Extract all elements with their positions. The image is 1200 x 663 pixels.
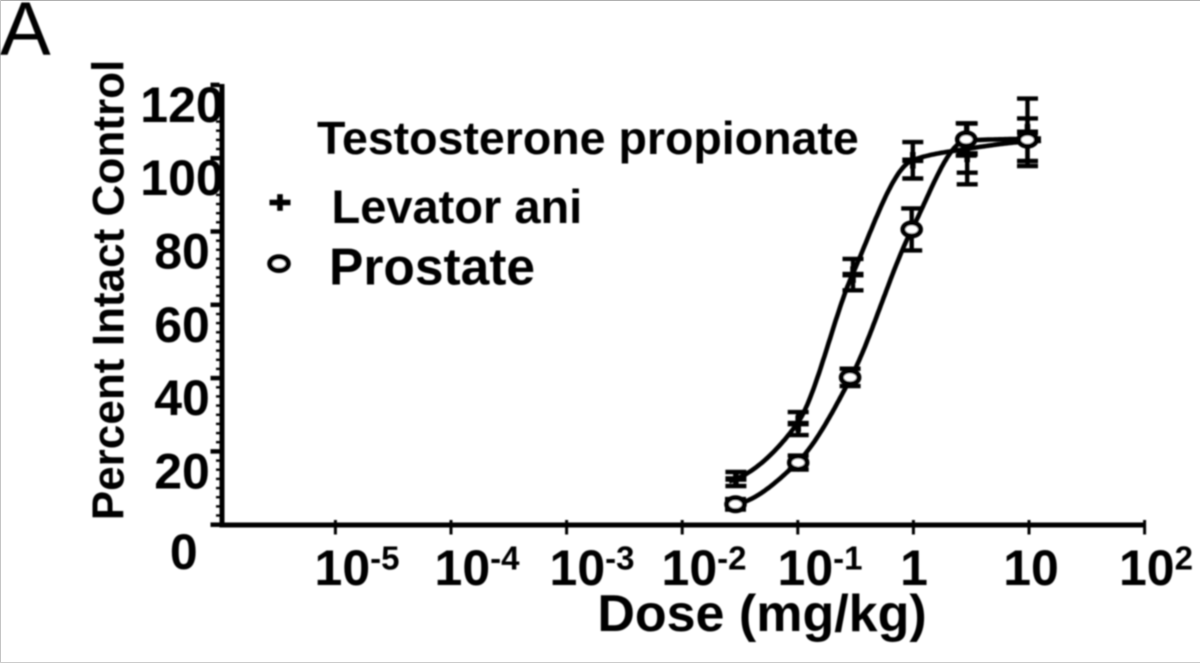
svg-text:10: 10 (1003, 540, 1059, 596)
svg-text:A: A (0, 0, 51, 72)
svg-text:80: 80 (154, 224, 210, 280)
svg-text:Prostate: Prostate (329, 238, 535, 296)
svg-text:Levator ani: Levator ani (332, 180, 583, 233)
svg-text:100: 100 (140, 150, 223, 206)
svg-text:Dose (mg/kg): Dose (mg/kg) (597, 585, 926, 643)
svg-text:40: 40 (154, 370, 210, 426)
svg-text:60: 60 (154, 297, 210, 353)
svg-text:Percent Intact Control: Percent Intact Control (85, 60, 134, 521)
svg-text:0: 0 (170, 524, 198, 580)
svg-text:Testosterone propionate: Testosterone propionate (317, 112, 859, 164)
svg-text:1: 1 (900, 540, 928, 596)
svg-text:120: 120 (140, 77, 223, 133)
svg-text:20: 20 (154, 443, 210, 499)
